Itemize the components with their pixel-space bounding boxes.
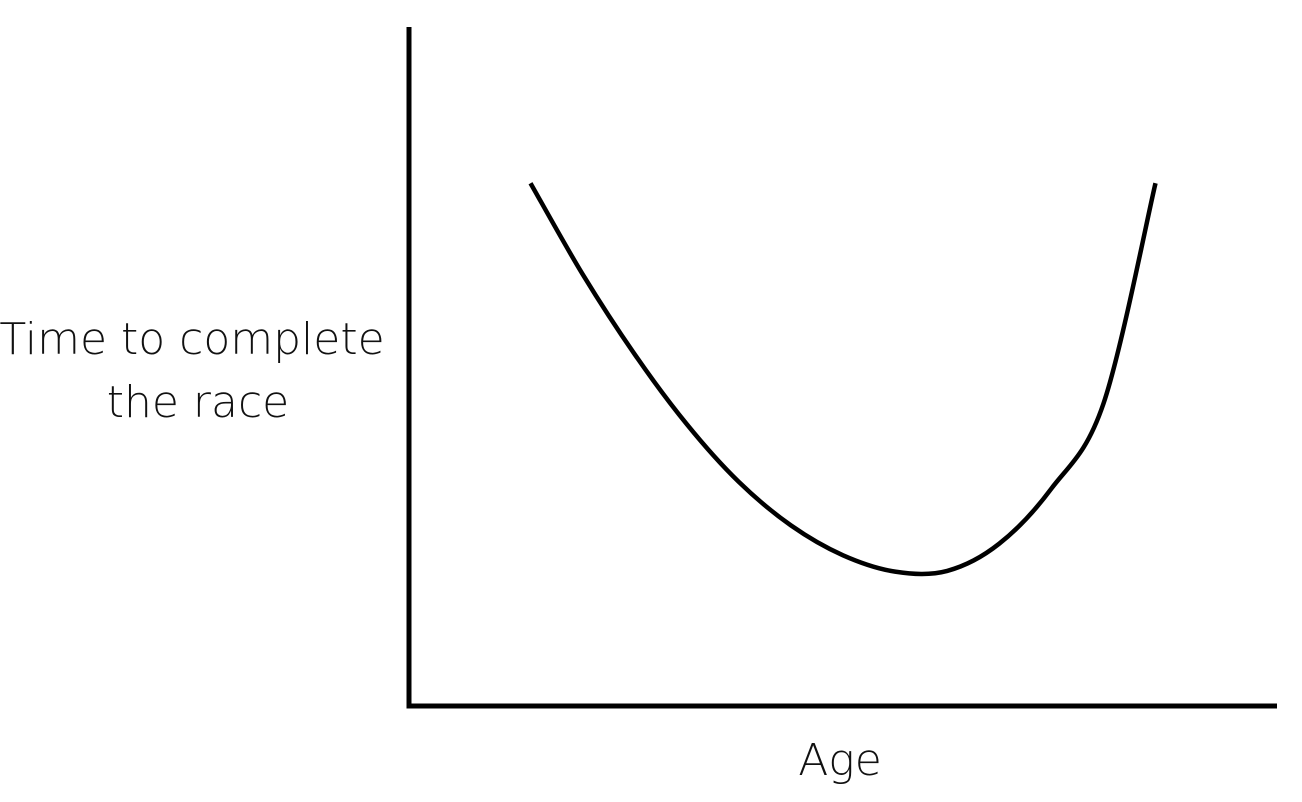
y-axis-label-line-1: Time to complete (0, 314, 385, 365)
series-layer (528, 182, 1158, 577)
x-axis-label: Age (798, 735, 882, 786)
y-axis-label-line-2: the race (107, 377, 290, 428)
series-line-0 (528, 182, 1158, 577)
